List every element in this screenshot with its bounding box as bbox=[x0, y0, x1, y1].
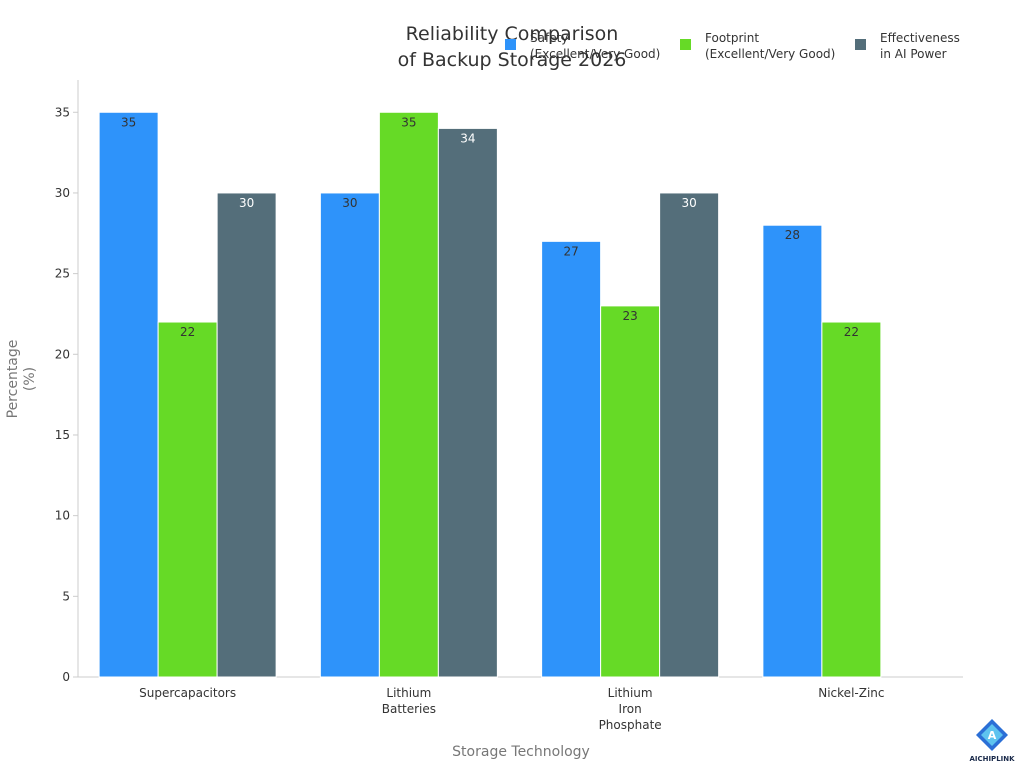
bar bbox=[378, 111, 439, 678]
chart-title-line: of Backup Storage 2026 bbox=[398, 49, 627, 71]
bar bbox=[319, 192, 380, 678]
legend: Safety (Excellent/Very Good) Footprint (Exc… bbox=[505, 31, 960, 61]
y-tick-label: 30 bbox=[55, 186, 70, 200]
y-tick-label: 15 bbox=[55, 428, 70, 442]
legend-label-line: (Excellent/Very Good) bbox=[530, 47, 660, 61]
x-tick-label: Supercapacitors bbox=[139, 686, 236, 700]
x-tick-label-line: Supercapacitors bbox=[139, 686, 236, 700]
bar bbox=[762, 224, 823, 678]
legend-swatch bbox=[855, 39, 866, 50]
legend-label-line: Safety bbox=[530, 31, 568, 45]
x-tick-label: Lithium Batteries bbox=[382, 686, 436, 716]
chart-title-text: Reliability Comparison of Backup Storage … bbox=[398, 23, 627, 71]
bar-value-label: 35 bbox=[401, 115, 416, 129]
bar-value-label: 27 bbox=[563, 244, 578, 258]
y-tick-label: 0 bbox=[62, 670, 70, 684]
bar bbox=[541, 240, 602, 678]
x-axis-title: Storage Technology bbox=[452, 744, 590, 760]
legend-label: Effectiveness in AI Power bbox=[880, 31, 960, 61]
logo-diamond-inner-icon bbox=[981, 724, 1003, 746]
legend-label-line: Footprint bbox=[705, 31, 759, 45]
logo-text: AICHIPLINK bbox=[969, 755, 1015, 763]
bars bbox=[98, 111, 882, 678]
y-tick-label: 5 bbox=[62, 589, 70, 603]
logo-letter: A bbox=[988, 729, 997, 742]
y-tick-label: 25 bbox=[55, 267, 70, 281]
y-axis-title-line: Percentage bbox=[5, 340, 21, 419]
bar bbox=[659, 192, 720, 678]
y-tick-label: 35 bbox=[55, 105, 70, 119]
x-tick-label: Nickel-Zinc bbox=[818, 686, 884, 700]
axes: 0 5 10 15 20 25 30 35 Percentage(%) Storage Techn… bbox=[5, 80, 963, 760]
bar-value-label: 30 bbox=[681, 196, 696, 210]
x-tick-label-line: Iron bbox=[619, 702, 642, 716]
chart-title: Reliability Comparison of Backup Storage … bbox=[398, 23, 627, 71]
y-axis-title: Percentage(%) bbox=[5, 340, 38, 419]
x-tick-label: Lithium Iron Phosphate bbox=[599, 686, 662, 732]
bar-value-label: 35 bbox=[121, 115, 136, 129]
bar-value-label: 30 bbox=[239, 196, 254, 210]
legend-label: Safety (Excellent/Very Good) bbox=[530, 31, 660, 61]
bar bbox=[600, 305, 661, 678]
legend-label-line: Effectiveness bbox=[880, 31, 960, 45]
bar-value-label: 28 bbox=[785, 228, 800, 242]
bar bbox=[216, 192, 277, 678]
x-tick-label-line: Phosphate bbox=[599, 718, 662, 732]
legend-swatch bbox=[505, 39, 516, 50]
bar-value-label: 22 bbox=[844, 325, 859, 339]
x-tick-label-line: Nickel-Zinc bbox=[818, 686, 884, 700]
legend-label-line: (Excellent/Very Good) bbox=[705, 47, 835, 61]
x-tick-label-line: Lithium bbox=[608, 686, 653, 700]
legend-label: Footprint (Excellent/Very Good) bbox=[705, 31, 835, 61]
bar bbox=[821, 321, 882, 678]
data-labels: 35 22 30 30 35 34 27 23 30 28 22 bbox=[121, 115, 859, 339]
bar bbox=[157, 321, 218, 678]
y-tick-label: 10 bbox=[55, 509, 70, 523]
x-tick-label-line: Batteries bbox=[382, 702, 436, 716]
legend-label-line: in AI Power bbox=[880, 47, 947, 61]
bar-value-label: 22 bbox=[180, 325, 195, 339]
bar bbox=[437, 127, 498, 678]
bar-value-label: 30 bbox=[342, 196, 357, 210]
bar-value-label: 34 bbox=[460, 131, 475, 145]
y-axis-title-line: (%) bbox=[22, 367, 38, 391]
x-tick-label-line: Lithium bbox=[386, 686, 431, 700]
bar bbox=[98, 111, 159, 678]
chart-title-line: Reliability Comparison bbox=[406, 23, 619, 45]
bar-value-label: 23 bbox=[622, 309, 637, 323]
y-tick-label: 20 bbox=[55, 347, 70, 361]
legend-swatch bbox=[680, 39, 691, 50]
brand-logo: A AICHIPLINK bbox=[969, 719, 1015, 763]
